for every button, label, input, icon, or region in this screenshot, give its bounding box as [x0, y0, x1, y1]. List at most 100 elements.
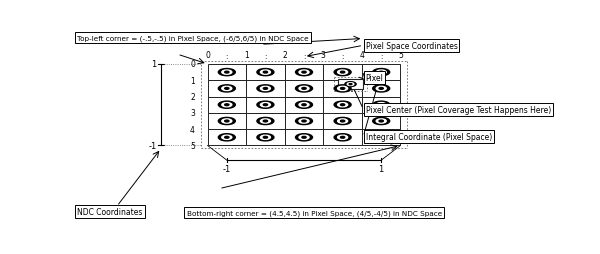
Text: 2: 2	[190, 93, 195, 102]
Text: 1: 1	[190, 76, 195, 85]
Bar	[246, 130, 285, 146]
Circle shape	[376, 103, 386, 107]
Text: :: :	[264, 54, 266, 60]
Circle shape	[373, 118, 389, 125]
Text: Bottom-right corner = (4.5,4.5) in Pixel Space, (4/5,-4/5) in NDC Space: Bottom-right corner = (4.5,4.5) in Pixel…	[187, 210, 442, 216]
Circle shape	[379, 72, 383, 74]
Circle shape	[224, 121, 229, 122]
Circle shape	[260, 103, 271, 107]
Bar	[246, 65, 285, 81]
Circle shape	[222, 71, 232, 75]
Bar	[208, 130, 246, 146]
Bar	[362, 97, 401, 113]
Text: 4: 4	[190, 125, 195, 134]
Text: 4: 4	[359, 51, 364, 60]
Text: Integral Coordinate (Pixel Space): Integral Coordinate (Pixel Space)	[365, 133, 492, 141]
Text: 1: 1	[379, 164, 384, 173]
Circle shape	[373, 86, 389, 93]
Circle shape	[296, 102, 313, 109]
Circle shape	[376, 119, 386, 124]
Text: 3: 3	[321, 51, 326, 60]
Circle shape	[340, 104, 345, 106]
Bar	[338, 79, 364, 90]
Circle shape	[334, 118, 351, 125]
Circle shape	[379, 88, 383, 90]
Circle shape	[218, 118, 235, 125]
Bar	[285, 113, 323, 130]
Circle shape	[296, 69, 313, 76]
Text: 2: 2	[283, 51, 287, 60]
Circle shape	[376, 87, 386, 91]
Text: 0: 0	[205, 51, 210, 60]
Circle shape	[334, 86, 351, 93]
Circle shape	[299, 119, 309, 124]
Text: 0: 0	[190, 60, 195, 69]
Circle shape	[373, 69, 389, 76]
Circle shape	[334, 69, 351, 76]
Bar	[362, 113, 401, 130]
Circle shape	[296, 118, 313, 125]
Circle shape	[257, 134, 274, 141]
Circle shape	[302, 104, 306, 106]
Circle shape	[379, 104, 383, 106]
Circle shape	[263, 88, 268, 90]
Circle shape	[349, 84, 352, 85]
Text: -1: -1	[223, 164, 231, 173]
Circle shape	[373, 102, 389, 109]
Circle shape	[257, 118, 274, 125]
Text: :: :	[226, 54, 228, 60]
Circle shape	[340, 88, 345, 90]
Text: -1: -1	[148, 141, 157, 150]
Text: 5: 5	[190, 141, 195, 150]
Bar	[323, 65, 362, 81]
Circle shape	[224, 72, 229, 74]
Bar	[246, 81, 285, 97]
Circle shape	[218, 102, 235, 109]
Circle shape	[376, 136, 386, 140]
Circle shape	[299, 136, 309, 140]
Bar	[208, 113, 246, 130]
Circle shape	[222, 136, 232, 140]
Circle shape	[260, 136, 271, 140]
Circle shape	[345, 82, 356, 87]
Circle shape	[340, 137, 345, 139]
Circle shape	[338, 87, 347, 91]
Text: Pixel Space Coordinates: Pixel Space Coordinates	[365, 42, 458, 51]
Text: :: :	[341, 54, 344, 60]
Circle shape	[334, 102, 351, 109]
Bar	[285, 97, 323, 113]
Circle shape	[222, 87, 232, 91]
Circle shape	[299, 87, 309, 91]
Bar	[208, 65, 246, 81]
Bar	[323, 81, 362, 97]
Bar	[246, 113, 285, 130]
Circle shape	[302, 137, 306, 139]
Circle shape	[302, 88, 306, 90]
Circle shape	[263, 137, 268, 139]
Circle shape	[338, 103, 347, 107]
Text: Top-left corner = (-.5,-.5) in Pixel Space, (-6/5,6/5) in NDC Space: Top-left corner = (-.5,-.5) in Pixel Spa…	[77, 35, 309, 42]
Circle shape	[340, 72, 345, 74]
Circle shape	[379, 137, 383, 139]
Circle shape	[257, 69, 274, 76]
Bar	[323, 130, 362, 146]
Circle shape	[373, 134, 389, 141]
Text: 1: 1	[244, 51, 248, 60]
Circle shape	[222, 103, 232, 107]
Circle shape	[224, 88, 229, 90]
Bar	[285, 81, 323, 97]
Text: 3: 3	[190, 109, 195, 118]
Circle shape	[338, 119, 347, 124]
Bar	[246, 97, 285, 113]
Circle shape	[260, 87, 271, 91]
Bar	[285, 130, 323, 146]
Text: Pixel: Pixel	[365, 74, 383, 83]
Text: Pixel Center (Pixel Coverage Test Happens Here): Pixel Center (Pixel Coverage Test Happen…	[365, 105, 551, 114]
Circle shape	[296, 134, 313, 141]
Circle shape	[260, 71, 271, 75]
Circle shape	[218, 69, 235, 76]
Circle shape	[257, 102, 274, 109]
Circle shape	[218, 134, 235, 141]
Bar	[323, 113, 362, 130]
Circle shape	[347, 83, 354, 86]
